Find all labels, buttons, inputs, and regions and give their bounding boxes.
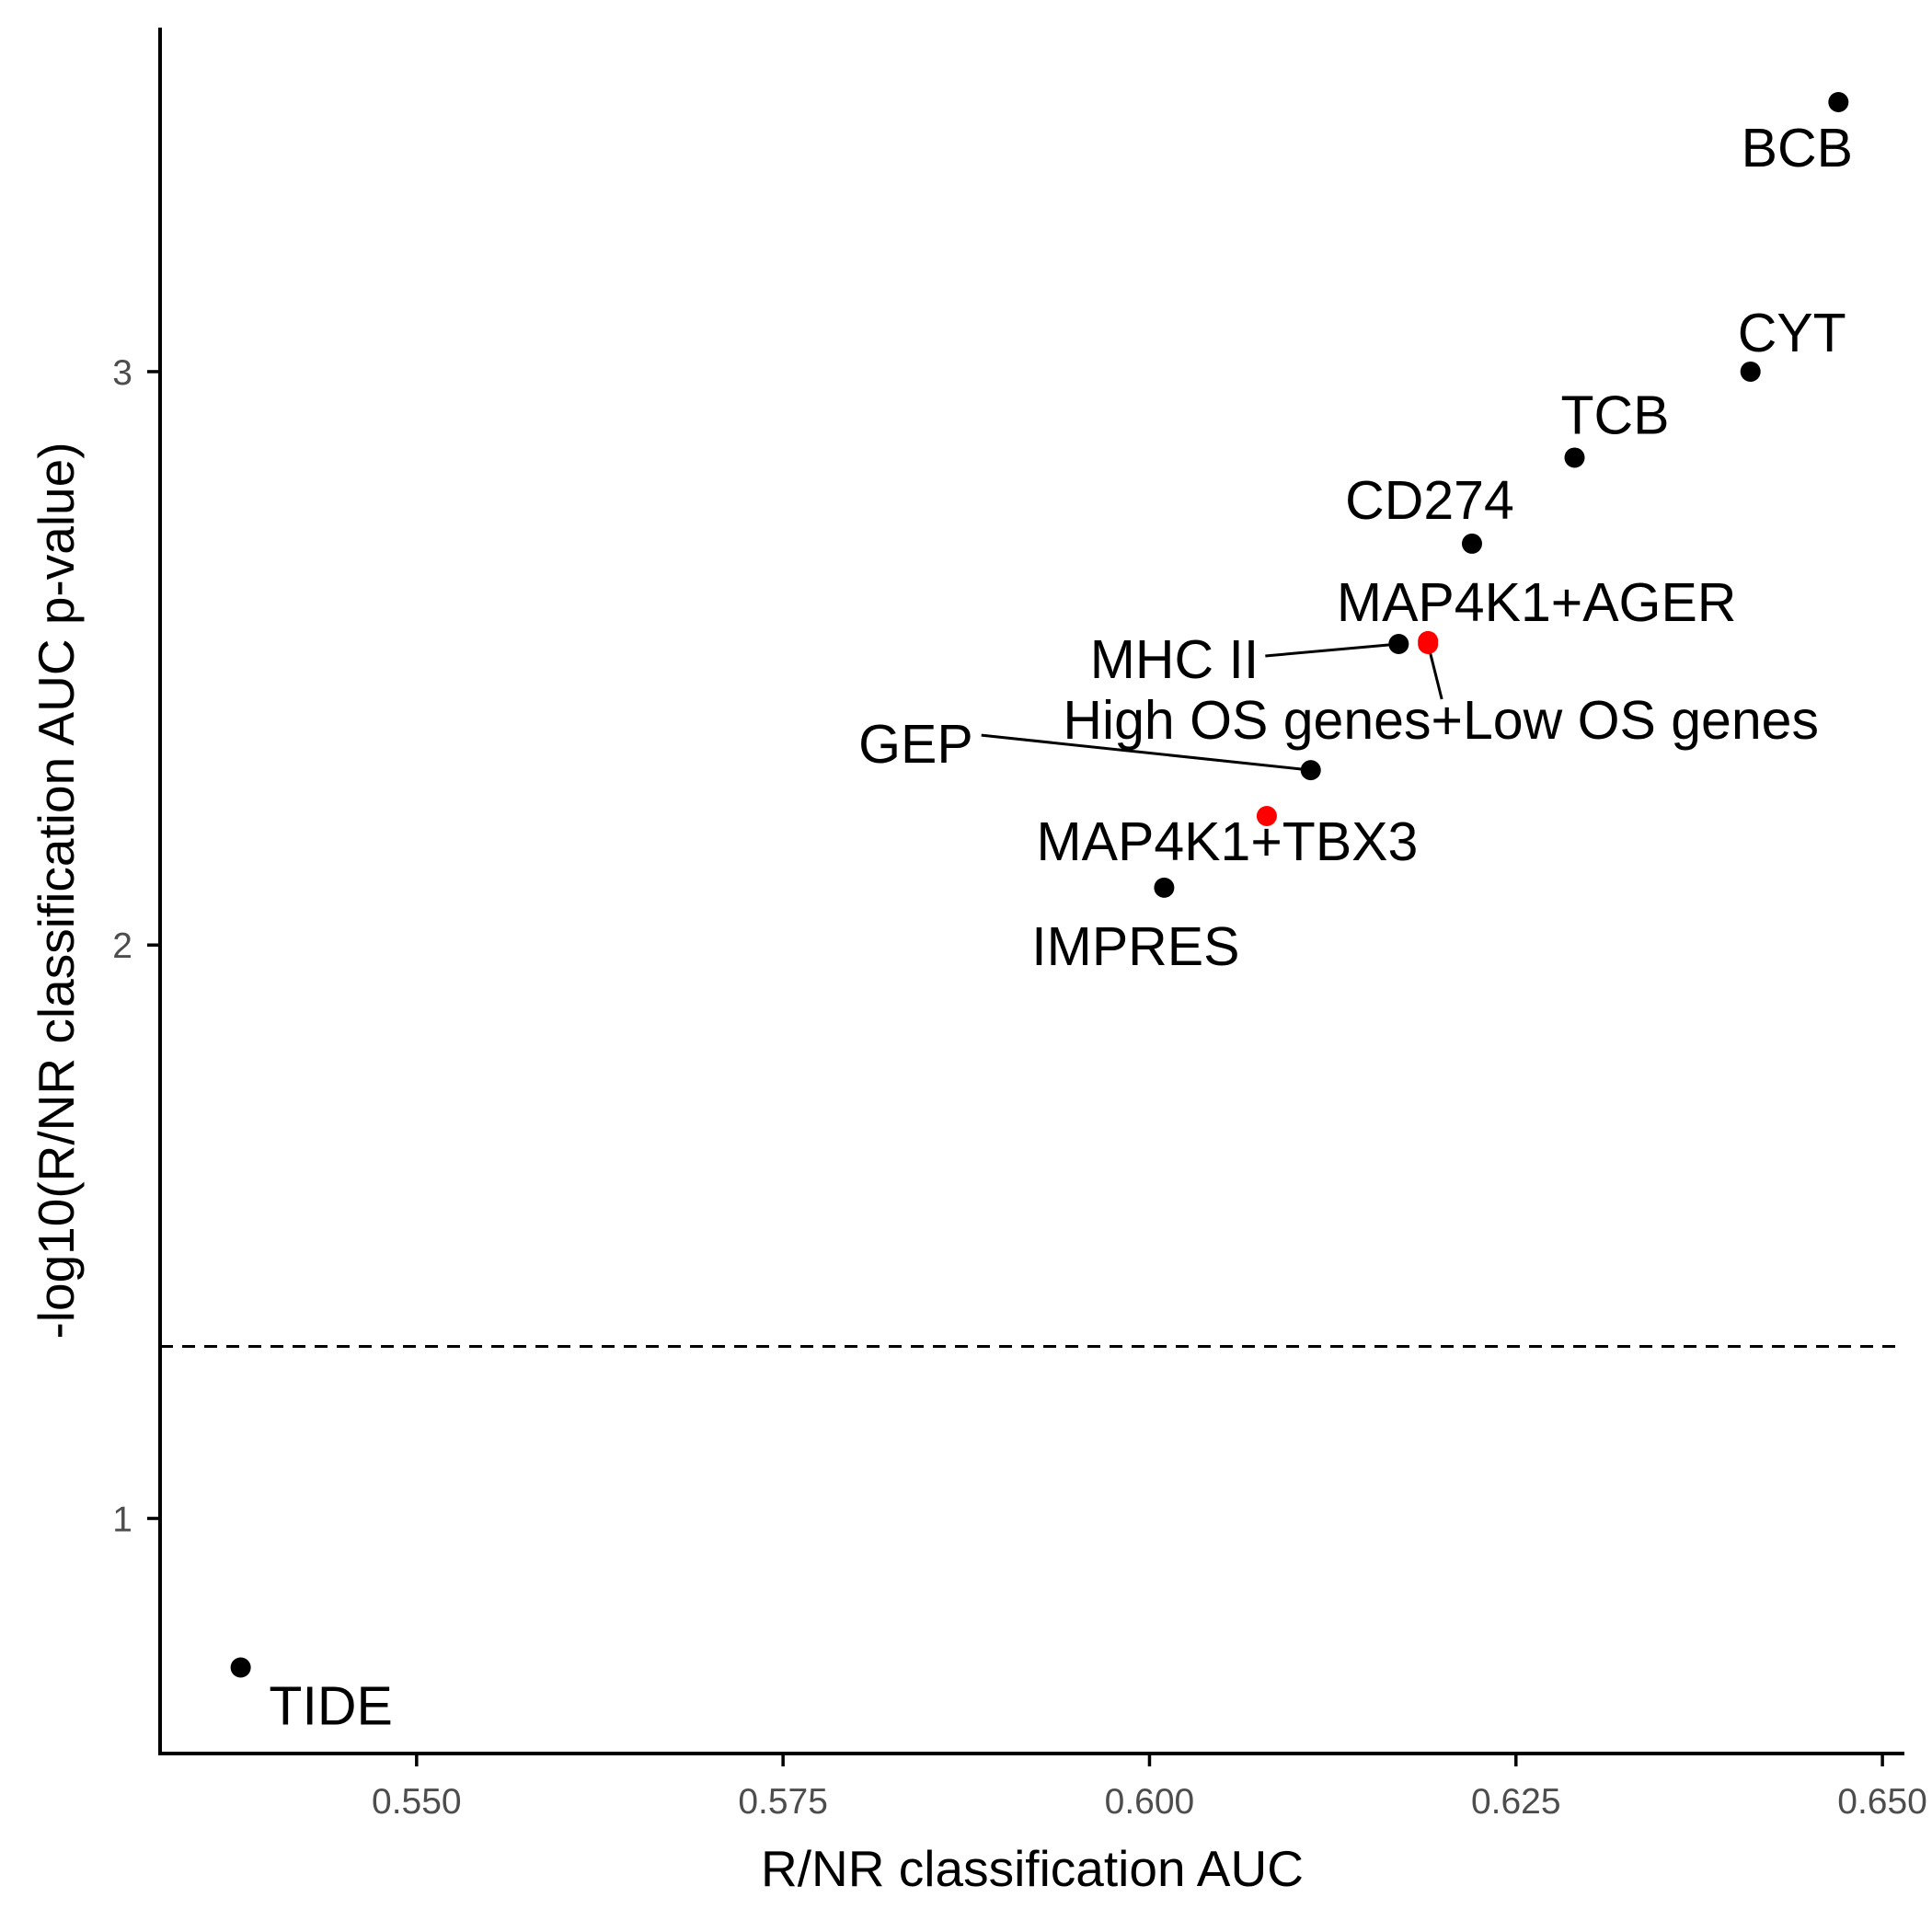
leader-gep <box>981 733 1311 772</box>
point-gep <box>1300 760 1321 781</box>
x-tick-label: 0.575 <box>738 1782 828 1822</box>
y-axis-title: -log10(R/NR classification AUC p-value) <box>28 442 85 1339</box>
point-tide <box>230 1657 251 1678</box>
label-mhc-ii: MHC II <box>1090 629 1259 690</box>
point-labels: BCB CYT TCB CD274 MHC II MAP4K1+AGER High OS g… <box>269 118 1853 1736</box>
point-high-os-genes-low-os-genes <box>1418 634 1439 654</box>
label-tide: TIDE <box>269 1676 392 1737</box>
label-map4k1-tbx3: MAP4K1+TBX3 <box>1037 811 1419 872</box>
label-high-os-genes-low-os-genes: High OS genes+Low OS genes <box>1063 690 1819 751</box>
point-cd274 <box>1461 533 1482 554</box>
point-bcb <box>1828 92 1849 113</box>
x-axis-ticks: 0.550 0.575 0.600 0.625 0.650 <box>372 1754 1927 1822</box>
point-mhc-ii <box>1388 634 1409 654</box>
point-map4k1-tbx3 <box>1256 805 1277 826</box>
label-map4k1-ager: MAP4K1+AGER <box>1337 572 1737 633</box>
x-axis-title: R/NR classification AUC <box>761 1840 1304 1897</box>
label-bcb: BCB <box>1742 118 1853 178</box>
y-tick-label: 1 <box>112 1500 132 1539</box>
y-tick-label: 3 <box>112 353 132 393</box>
point-cyt <box>1740 361 1761 382</box>
point-tcb <box>1564 447 1585 468</box>
label-cd274: CD274 <box>1345 470 1514 531</box>
point-impres <box>1154 877 1175 898</box>
x-tick-label: 0.625 <box>1471 1782 1561 1822</box>
x-tick-label: 0.600 <box>1105 1782 1195 1822</box>
x-tick-label: 0.650 <box>1837 1782 1927 1822</box>
y-axis-ticks: 1 2 3 <box>112 353 160 1539</box>
label-tcb: TCB <box>1561 385 1670 445</box>
label-gep: GEP <box>858 714 973 775</box>
x-tick-label: 0.550 <box>372 1782 462 1822</box>
label-cyt: CYT <box>1738 303 1846 363</box>
label-impres: IMPRES <box>1031 916 1239 977</box>
data-points <box>230 92 1849 1678</box>
y-tick-label: 2 <box>112 926 132 966</box>
leader-mhc-ii <box>1265 642 1399 658</box>
